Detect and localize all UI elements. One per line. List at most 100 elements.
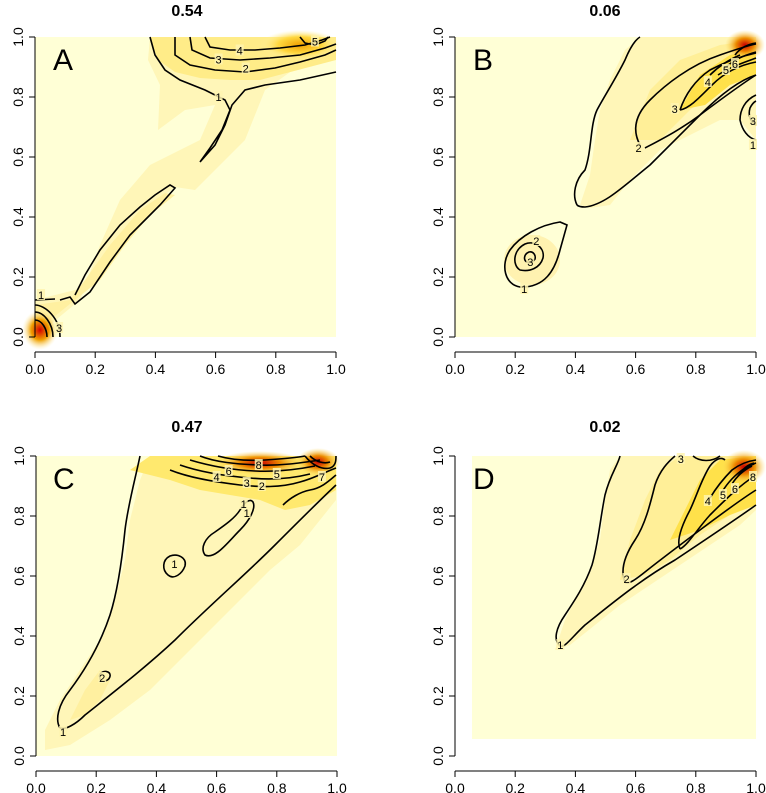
panel-d-contour-label: 3 xyxy=(678,454,684,466)
panel-c-contour-6 xyxy=(217,455,306,462)
panel-b-contour-label: 2 xyxy=(636,143,642,155)
panel-c-x-tick-label: 0.6 xyxy=(207,780,227,793)
panel-d-y-tick-label: 0.4 xyxy=(430,626,446,646)
panel-c-contour-label: 1 xyxy=(171,559,177,571)
panel-d-contour-label: 2 xyxy=(624,574,630,586)
panel-a-x-tick-label: 0.4 xyxy=(146,361,166,377)
panel-c-contour-label: 1 xyxy=(60,727,66,739)
panel-a-contour-label-bg xyxy=(310,35,319,47)
panel-d-contour-label-bg xyxy=(556,639,565,650)
panel-c-contour-label-bg xyxy=(239,498,248,509)
panel-d-contour-label-bg xyxy=(703,495,712,506)
panel-d-contour-labels: 1 2 3 4 5 68 xyxy=(556,453,757,652)
panel-c-contour-label-bg xyxy=(212,471,221,482)
panel-b-contour-label-bg xyxy=(748,115,757,126)
panel-a-y-tick-label: 0.6 xyxy=(10,147,26,167)
panel-c-contour-label-bg xyxy=(242,507,251,518)
panel-b-contour-label: 5 xyxy=(723,65,729,77)
panel-a-contour-label-bg xyxy=(214,91,223,102)
panel-b-contour-label-bg xyxy=(520,283,529,294)
panel-b-x-tick-label: 0.2 xyxy=(505,361,525,377)
panel-d-letter: D xyxy=(473,463,495,496)
panel-a-density-region-low xyxy=(35,37,336,337)
panel-a-contour-label: 1 xyxy=(216,92,222,104)
panel-a-contour-label-bg xyxy=(235,44,244,56)
panel-a-contour-label-bg xyxy=(55,322,64,333)
panel-b-x-tick-label: 0.8 xyxy=(686,361,706,377)
panel-c-contour-label: 1 xyxy=(244,508,250,520)
panel-c-x-ticks: 0.0 0.2 0.4 0.6 0.8 1.0 xyxy=(26,771,347,793)
panel-c-contour-label: 5 xyxy=(274,469,280,481)
panel-a-contour-label: 1 xyxy=(38,290,44,302)
panel-d-contour-label: 8 xyxy=(750,472,756,484)
panel-a-contour-labels: 1 2 3 4 5 1 3 xyxy=(37,35,319,335)
panel-b-contour-label: 3 xyxy=(672,104,678,116)
panel-a: 0.54 A 1 2 3 4 5 1 3 0.0 0.2 0.4 0.6 0.8 1.0 0.0 0.2… xyxy=(10,3,346,377)
panel-b-title: 0.06 xyxy=(589,3,620,20)
panel-b-contour-right-1 xyxy=(739,94,757,141)
panel-b-contour-label-bg xyxy=(526,256,535,267)
panel-c-y-tick-label: 0.0 xyxy=(11,746,27,766)
panel-c-contour-4 xyxy=(189,459,316,473)
panel-c-contour-label-bg xyxy=(242,477,251,488)
panel-c-density-region-low xyxy=(45,456,336,750)
panel-a-contour-label: 3 xyxy=(56,323,62,335)
panel-a-contour-label: 4 xyxy=(237,46,243,58)
panel-d-y-tick-label: 0.8 xyxy=(430,506,446,526)
panel-d-hotspot xyxy=(722,450,766,484)
panel-b-contour-label: 2 xyxy=(533,236,539,248)
panel-b-y-tick-label: 0.6 xyxy=(430,147,446,167)
panel-c-contour-label-bg xyxy=(224,465,233,476)
panel-b-contour-label-bg xyxy=(748,139,757,150)
panel-c-contour-label: 2 xyxy=(259,481,265,493)
panel-d-contour-label-bg xyxy=(622,573,631,584)
panel-d-contour-3 xyxy=(677,457,757,550)
panel-b-contour-6 xyxy=(734,42,757,56)
panel-b-contour-label-bg xyxy=(532,235,541,246)
panel-c-contour-label-bg xyxy=(59,726,68,737)
panel-a-y-tick-label: 0.0 xyxy=(10,327,26,347)
panel-d-contour-label: 6 xyxy=(732,484,738,496)
panel-b-contour-label: 3 xyxy=(750,116,756,128)
panel-c-contour-label: 6 xyxy=(226,466,232,478)
panel-c-contour-label-bg xyxy=(317,471,326,482)
panel-b-x-tick-label: 0.0 xyxy=(445,361,465,377)
panel-a-y-ticks: 0.0 0.2 0.4 0.6 0.8 1.0 xyxy=(10,27,35,347)
panel-c-letter: C xyxy=(53,463,75,496)
panel-a-density-ridge xyxy=(35,193,175,337)
panel-b-contour-label-bg xyxy=(634,142,643,153)
panel-b-contour-1 xyxy=(573,36,757,208)
panel-c-contour-2-right xyxy=(282,474,337,506)
panel-c-contour-label-bg xyxy=(257,480,266,491)
panel-a-x-tick-label: 0.8 xyxy=(266,361,286,377)
panel-d-contour-1 xyxy=(555,455,757,647)
panel-b-contour-label-bg xyxy=(703,76,712,87)
panel-c-title: 0.47 xyxy=(171,419,202,436)
panel-b-contour-label-bg xyxy=(670,103,679,114)
panel-a-contour-4 xyxy=(204,36,331,51)
panel-c-contour-label: 2 xyxy=(99,673,105,685)
panel-c-x-tick-label: 0.0 xyxy=(26,780,46,793)
panel-c-x-tick-label: 0.4 xyxy=(147,780,167,793)
panel-a-x-ticks: 0.0 0.2 0.4 0.6 0.8 1.0 xyxy=(25,352,346,377)
panel-b-x-tick-label: 1.0 xyxy=(746,361,766,377)
panel-d-contour-label: 1 xyxy=(557,640,563,652)
panel-c-contour-label-bg xyxy=(272,468,281,479)
panel-d-contour-label-bg xyxy=(730,483,739,494)
panel-a-letter: A xyxy=(53,44,73,77)
panel-d-y-tick-label: 0.6 xyxy=(430,566,446,586)
panel-b-y-tick-label: 0.4 xyxy=(430,207,446,227)
panel-d-contour-label-bg xyxy=(748,471,757,482)
panel-a-title: 0.54 xyxy=(171,3,202,20)
panel-a-y-tick-label: 0.4 xyxy=(10,207,26,227)
panel-a-contour-label: 3 xyxy=(216,55,222,67)
panel-d-x-ticks: 0.0 0.2 0.4 0.6 0.8 1.0 xyxy=(445,771,766,793)
panel-b-contour-label: 1 xyxy=(750,140,756,152)
panel-a-contour-3 xyxy=(189,36,337,61)
panel-c-contour-label-bg xyxy=(254,459,263,470)
